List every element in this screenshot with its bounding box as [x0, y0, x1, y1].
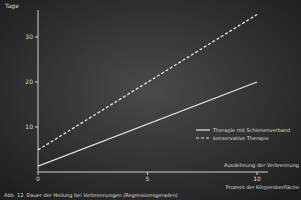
y-axis: [38, 10, 39, 172]
legend-label: Therapie mit Schienenverband: [212, 127, 290, 134]
x-tick-label: 0: [36, 175, 40, 182]
x-tick-label: 5: [146, 175, 150, 182]
y-tick-label: 30: [25, 33, 33, 40]
plot-area: [38, 15, 257, 167]
x-axis-label: Prozent der Körperoberfläche: [226, 184, 299, 191]
x-tick-label: 10: [253, 175, 261, 182]
y-tick: [35, 37, 38, 38]
y-tick-label: 10: [25, 123, 33, 130]
title: Abb. 12. Dauer der Heilung bei Verbrennu…: [4, 192, 178, 199]
y-tick: [35, 82, 38, 83]
y-tick-label: 20: [25, 78, 33, 85]
y-axis-label: Tage: [4, 2, 19, 10]
legend-label: konservative Therapie: [213, 135, 269, 142]
series-line: [38, 82, 257, 166]
background: [0, 0, 301, 200]
x-axis: [38, 172, 268, 173]
y-tick: [35, 127, 38, 128]
annotation: Ausdehnung der Verbrennung: [224, 162, 299, 169]
legend-swatch: [196, 137, 210, 138]
chart: 10 20 30 0 5 10 Tage Prozent der Körperoberfläc…: [0, 0, 301, 200]
legend-swatch: [196, 129, 210, 130]
